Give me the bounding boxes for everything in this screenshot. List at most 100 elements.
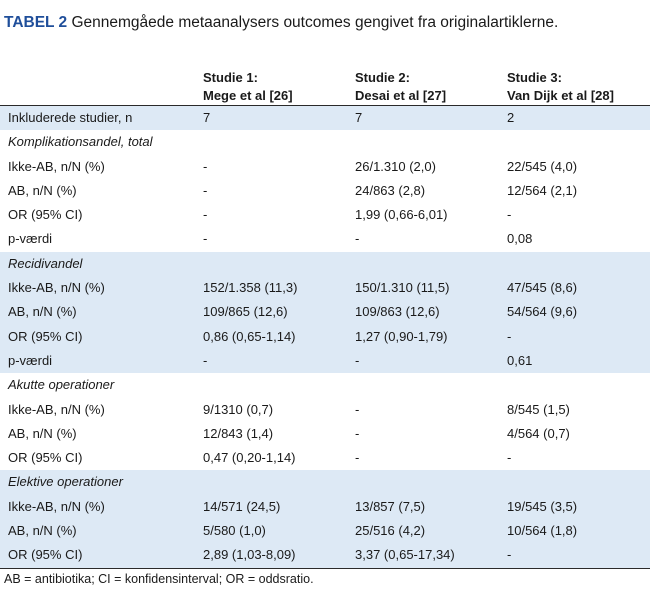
cell-studie-2: 7 — [355, 110, 363, 125]
cell-studie-1: 9/1310 (0,7) — [203, 401, 274, 417]
cell-studie-1: - — [203, 352, 208, 368]
table-row: AB, n/N (%) - 24/863 (2,8) 12/564 (2,1) — [0, 179, 650, 203]
cell-studie-2: 109/863 (12,6) — [355, 304, 440, 320]
cell-studie-3: 22/545 (4,0) — [507, 158, 578, 174]
cell-studie-3: - — [507, 450, 512, 466]
column-header-line1: Studie 3: — [507, 70, 562, 85]
column-header-line2: Desai et al [27] — [355, 88, 447, 103]
table-row: AB, n/N (%) 5/580 (1,0) 25/516 (4,2) 10/564… — [0, 519, 650, 544]
cell-studie-2: 26/1.310 (2,0) — [355, 158, 436, 174]
section-header-row: Elektive operationer — [0, 470, 650, 495]
table-row: Ikke-AB, n/N (%) - 26/1.310 (2,0) 22/545 (4… — [0, 155, 650, 179]
table-row: OR (95% CI) - 1,99 (0,66-6,01) - — [0, 203, 650, 227]
table-row: AB, n/N (%) 12/843 (1,4) - 4/564 (0,7) — [0, 422, 650, 446]
cell-studie-2: - — [355, 450, 360, 466]
row-label: AB, n/N (%) — [8, 425, 77, 441]
row-label: Ikke-AB, n/N (%) — [8, 498, 105, 514]
cell-studie-2: 24/863 (2,8) — [355, 182, 426, 198]
cell-studie-3: 0,08 — [507, 231, 533, 247]
cell-studie-3: 2 — [507, 110, 515, 125]
cell-studie-2: 1,99 (0,66-6,01) — [355, 207, 448, 223]
cell-studie-1: - — [203, 207, 208, 223]
row-label: Elektive operationer — [8, 474, 123, 490]
cell-studie-2: 13/857 (7,5) — [355, 498, 426, 514]
row-label: AB, n/N (%) — [8, 523, 77, 539]
cell-studie-1: 14/571 (24,5) — [203, 498, 281, 514]
row-label: AB, n/N (%) — [8, 304, 77, 320]
cell-studie-1: - — [203, 231, 208, 247]
cell-studie-3: - — [507, 547, 512, 563]
cell-studie-3: 12/564 (2,1) — [507, 182, 578, 198]
cell-studie-2: 150/1.310 (11,5) — [355, 280, 450, 296]
row-label: Ikke-AB, n/N (%) — [8, 280, 105, 296]
row-label: Ikke-AB, n/N (%) — [8, 158, 105, 174]
table-label: TABEL 2 — [4, 14, 68, 31]
table-footnote: AB = antibiotika; CI = konfidensinterval… — [4, 572, 314, 586]
column-header-line1: Studie 2: — [355, 70, 410, 85]
column-header-line1: Studie 1: — [203, 70, 258, 85]
table-row: OR (95% CI) 0,86 (0,65-1,14) 1,27 (0,90-1,… — [0, 324, 650, 349]
section-header-row: Recidivandel — [0, 251, 650, 277]
cell-studie-2: - — [355, 425, 360, 441]
header-divider — [0, 105, 650, 106]
cell-studie-2: 1,27 (0,90-1,79) — [355, 328, 448, 344]
column-header-studie-3: Studie 3: Van Dijk et al [28] — [507, 69, 614, 105]
column-header-studie-2: Studie 2: Desai et al [27] — [355, 69, 446, 105]
table-row: p-værdi - - 0,61 — [0, 348, 650, 374]
row-label: Recidivandel — [8, 255, 83, 271]
table-row: OR (95% CI) 2,89 (1,03-8,09) 3,37 (0,65-17… — [0, 543, 650, 568]
cell-studie-1: 152/1.358 (11,3) — [203, 280, 298, 296]
table-row: Ikke-AB, n/N (%) 9/1310 (0,7) - 8/545 (1,5) — [0, 398, 650, 422]
cell-studie-3: 10/564 (1,8) — [507, 523, 578, 539]
cell-studie-1: - — [203, 182, 208, 198]
row-label: OR (95% CI) — [8, 328, 83, 344]
table-row: AB, n/N (%) 109/865 (12,6) 109/863 (12,6) 5… — [0, 300, 650, 325]
cell-studie-1: 5/580 (1,0) — [203, 523, 266, 539]
row-label: p-værdi — [8, 352, 53, 368]
cell-studie-3: - — [507, 328, 512, 344]
cell-studie-2: 25/516 (4,2) — [355, 523, 426, 539]
cell-studie-2: - — [355, 401, 360, 417]
table-caption: Gennemgåede metaanalysers outcomes gengi… — [67, 14, 559, 31]
cell-studie-3: 47/545 (8,6) — [507, 280, 578, 296]
row-label: AB, n/N (%) — [8, 182, 77, 198]
table-title: TABEL 2 Gennemgåede metaanalysers outcom… — [0, 12, 650, 33]
table-row: OR (95% CI) 0,47 (0,20-1,14) - - — [0, 446, 650, 470]
cell-studie-3: 8/545 (1,5) — [507, 401, 570, 417]
cell-studie-2: - — [355, 352, 360, 368]
section-header-row: Komplikationsandel, total — [0, 130, 650, 154]
table-body: Inkluderede studier, n 7 7 2 Komplikationsan… — [0, 106, 650, 568]
cell-studie-1: 7 — [203, 110, 211, 125]
cell-studie-1: 0,86 (0,65-1,14) — [203, 328, 296, 344]
cell-studie-2: - — [355, 231, 360, 247]
cell-studie-3: 19/545 (3,5) — [507, 498, 578, 514]
row-label: OR (95% CI) — [8, 207, 83, 223]
cell-studie-1: 109/865 (12,6) — [203, 304, 288, 320]
cell-studie-3: 4/564 (0,7) — [507, 425, 570, 441]
table-row: Inkluderede studier, n 7 7 2 — [0, 106, 650, 131]
cell-studie-2: 3,37 (0,65-17,34) — [355, 547, 455, 563]
section-header-row: Akutte operationer — [0, 373, 650, 397]
row-label: Akutte operationer — [8, 377, 115, 393]
table-row: p-værdi - - 0,08 — [0, 227, 650, 251]
table-row: Ikke-AB, n/N (%) 152/1.358 (11,3) 150/1.31… — [0, 276, 650, 301]
row-label: Inkluderede studier, n — [8, 110, 133, 125]
table-header: Studie 1: Mege et al [26] Studie 2: Desa… — [0, 69, 650, 106]
row-label: OR (95% CI) — [8, 450, 83, 466]
column-header-line2: Mege et al [26] — [203, 88, 293, 103]
cell-studie-3: 54/564 (9,6) — [507, 304, 578, 320]
row-label: Komplikationsandel, total — [8, 134, 153, 150]
row-label: OR (95% CI) — [8, 547, 83, 563]
table-bottom-divider — [0, 568, 650, 569]
column-header-line2: Van Dijk et al [28] — [507, 88, 614, 103]
cell-studie-1: 0,47 (0,20-1,14) — [203, 450, 296, 466]
row-label: p-værdi — [8, 231, 53, 247]
cell-studie-1: - — [203, 158, 208, 174]
column-header-studie-1: Studie 1: Mege et al [26] — [203, 69, 293, 105]
table-row: Ikke-AB, n/N (%) 14/571 (24,5) 13/857 (7,5… — [0, 494, 650, 520]
cell-studie-1: 2,89 (1,03-8,09) — [203, 547, 296, 563]
cell-studie-3: 0,61 — [507, 352, 533, 368]
row-label: Ikke-AB, n/N (%) — [8, 401, 105, 417]
cell-studie-1: 12/843 (1,4) — [203, 425, 274, 441]
cell-studie-3: - — [507, 207, 512, 223]
